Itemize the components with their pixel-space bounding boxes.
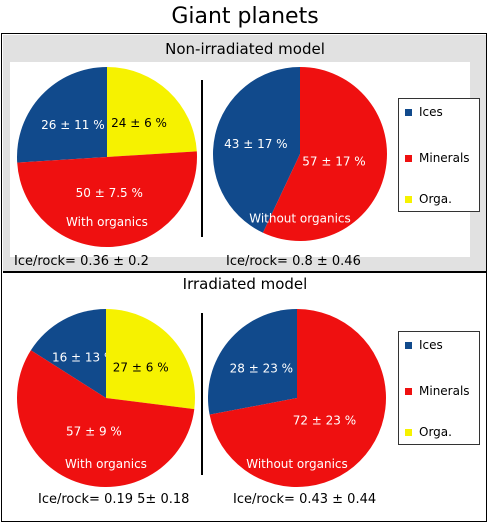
legend-item-minerals: Minerals [405, 384, 470, 398]
pie-slice-minerals [262, 67, 387, 241]
pie-non-irradiated-with-organics: 26 ± 11 % 24 ± 6 % 50 ± 7.5 % With organics [17, 67, 198, 248]
slice-label: 28 ± 23 % [230, 362, 293, 376]
orga-swatch [405, 196, 412, 203]
section-divider [3, 271, 486, 273]
figure-frame [1, 33, 487, 522]
slice-label: 50 ± 7.5 % [76, 186, 143, 200]
pie-irradiated-without-organics: 28 ± 23 % 72 ± 23 % Without organics [208, 309, 386, 487]
slice-label: 57 ± 17 % [302, 155, 365, 169]
legend-label-minerals: Minerals [419, 384, 470, 398]
pie-slice-minerals [17, 151, 198, 248]
legend-label-orga: Orga. [419, 425, 452, 439]
minerals-swatch [405, 388, 412, 395]
pie-separator-bottom [201, 313, 203, 475]
slice-label: 72 ± 23 % [293, 414, 356, 428]
orga-swatch [405, 429, 412, 436]
pie-irradiated-with-organics: 16 ± 13 %27 ± 6 % 57 ± 9 % With organics [16, 309, 195, 488]
ice-rock-ratio-2: Ice/rock= 0.19 5± 0.18 [38, 492, 190, 507]
slice-label: 57 ± 9 % [66, 424, 122, 438]
legend-label-minerals: Minerals [419, 151, 470, 165]
pie-slice-orga [106, 309, 195, 410]
legend-item-orga: Orga. [405, 425, 452, 439]
pie-slice-orga [107, 67, 197, 157]
pie-caption: Without organics [246, 457, 348, 471]
legend-item-orga: Orga. [405, 192, 452, 206]
pie-separator-top [201, 80, 203, 237]
pie-slice-ices [17, 67, 107, 163]
slice-label: 24 ± 6 % [111, 116, 167, 130]
legend-label-ices: Ices [419, 338, 443, 352]
pie-slice-ices [208, 309, 297, 415]
ices-swatch [405, 342, 412, 349]
slice-label: 27 ± 6 % [113, 360, 169, 374]
legend-top: Ices Minerals Orga. [398, 98, 480, 212]
legend-label-ices: Ices [419, 105, 443, 119]
slice-label: 16 ± 13 % [52, 350, 115, 364]
legend-item-ices: Ices [405, 105, 443, 119]
pie-slice-minerals [16, 350, 195, 488]
section-label-irradiated: Irradiated model [182, 275, 308, 293]
minerals-swatch [405, 155, 412, 162]
slice-label: 43 ± 17 % [224, 137, 287, 151]
pie-non-irradiated-without-organics: 43 ± 17 % 57 ± 17 % Without organics [212, 67, 387, 241]
pie-caption: With organics [66, 215, 148, 229]
pie-slice-ices [30, 309, 107, 398]
pie-slice-minerals [209, 309, 386, 487]
ices-swatch [405, 109, 412, 116]
ice-rock-ratio-0: Ice/rock= 0.36 ± 0.2 [14, 254, 149, 269]
slice-label: 26 ± 11 % [41, 118, 104, 132]
section-label-non-irradiated: Non-irradiated model [165, 40, 325, 58]
pie-caption: With organics [65, 457, 147, 471]
legend-item-minerals: Minerals [405, 151, 470, 165]
legend-item-ices: Ices [405, 338, 443, 352]
ice-rock-ratio-1: Ice/rock= 0.8 ± 0.46 [226, 254, 361, 269]
legend-bottom: Ices Minerals Orga. [398, 331, 480, 445]
pie-caption: Without organics [249, 212, 351, 226]
pie-slice-ices [212, 67, 300, 233]
ice-rock-ratio-3: Ice/rock= 0.43 ± 0.44 [233, 492, 377, 507]
figure-title: Giant planets [171, 4, 319, 29]
legend-label-orga: Orga. [419, 192, 452, 206]
